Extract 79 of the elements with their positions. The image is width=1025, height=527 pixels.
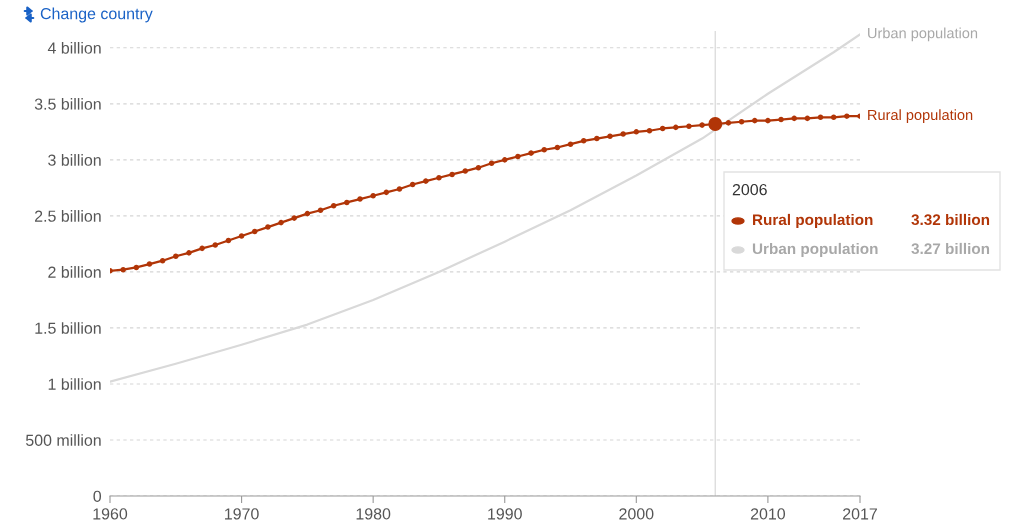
- point: [515, 153, 521, 160]
- point: [541, 146, 547, 153]
- point: [317, 207, 324, 214]
- point: [238, 233, 245, 239]
- point: [449, 171, 455, 178]
- point: [330, 203, 337, 209]
- point: [699, 122, 705, 128]
- series-label: Rural population: [868, 109, 973, 123]
- y-tick-label: 2 billion: [48, 266, 101, 278]
- point: [409, 181, 416, 188]
- y-tick-label: 1.5 billion: [35, 322, 101, 334]
- point: [778, 116, 784, 123]
- point: [120, 266, 126, 273]
- point: [659, 125, 666, 132]
- point: [765, 117, 771, 124]
- x-tick-label: 1960: [93, 508, 128, 520]
- point: [291, 215, 297, 221]
- point: [686, 123, 692, 130]
- annotation: Urban population: [752, 242, 878, 258]
- point: [251, 228, 258, 235]
- point: [159, 257, 166, 264]
- point: [646, 127, 653, 134]
- x-tick-label: 1990: [488, 508, 522, 520]
- point: [633, 129, 640, 135]
- point: [146, 261, 153, 267]
- point: [791, 115, 797, 122]
- point: [357, 196, 363, 202]
- point: [304, 210, 311, 217]
- point: [212, 242, 219, 248]
- point: [580, 138, 587, 144]
- point: [344, 199, 350, 206]
- x-tick-label: 2000: [619, 508, 654, 520]
- point: [186, 250, 192, 256]
- point: [370, 192, 376, 199]
- x-tick-label: 1970: [225, 508, 259, 520]
- y-tick-label: 3 billion: [48, 154, 101, 166]
- x-tick-label: 2017: [843, 508, 877, 520]
- point: [133, 264, 140, 271]
- point: [462, 168, 469, 174]
- annotation: 2006: [732, 183, 767, 196]
- series-label: Urban population: [868, 27, 978, 42]
- y-tick-label: 0: [93, 490, 102, 502]
- point: [620, 131, 626, 137]
- point: [436, 175, 442, 181]
- text: 3.32 billion: [911, 213, 990, 226]
- point: [278, 219, 284, 226]
- annotation: Rural population: [753, 213, 873, 229]
- point: [475, 164, 482, 171]
- point: [738, 118, 745, 125]
- point: [607, 133, 613, 140]
- point: [383, 189, 390, 196]
- y-tick-label: 2.5 billion: [34, 210, 101, 222]
- point: [396, 186, 403, 192]
- point: [199, 245, 205, 252]
- text: Change country: [40, 7, 153, 23]
- y-tick-label: 500 million: [25, 434, 101, 446]
- point: [594, 135, 600, 142]
- x-tick-label: 1980: [356, 508, 391, 520]
- point: [817, 114, 824, 121]
- text: 3.27 billion: [911, 242, 990, 255]
- point: [567, 141, 574, 147]
- point: [830, 114, 837, 121]
- point: [725, 120, 732, 126]
- point: [528, 150, 534, 156]
- point: [225, 237, 232, 244]
- point: [554, 144, 561, 151]
- point: [423, 178, 429, 184]
- x-tick-label: 2010: [750, 508, 786, 520]
- point: [804, 115, 811, 122]
- point: [501, 157, 508, 163]
- y-tick-label: 4 billion: [47, 42, 101, 54]
- point: [173, 253, 179, 259]
- point: [488, 160, 495, 166]
- point: [673, 124, 679, 131]
- point: [265, 224, 271, 230]
- point: [844, 113, 850, 119]
- point: [751, 117, 758, 124]
- y-tick-label: 3.5 billion: [34, 98, 101, 110]
- y-tick-label: 1 billion: [48, 378, 101, 390]
